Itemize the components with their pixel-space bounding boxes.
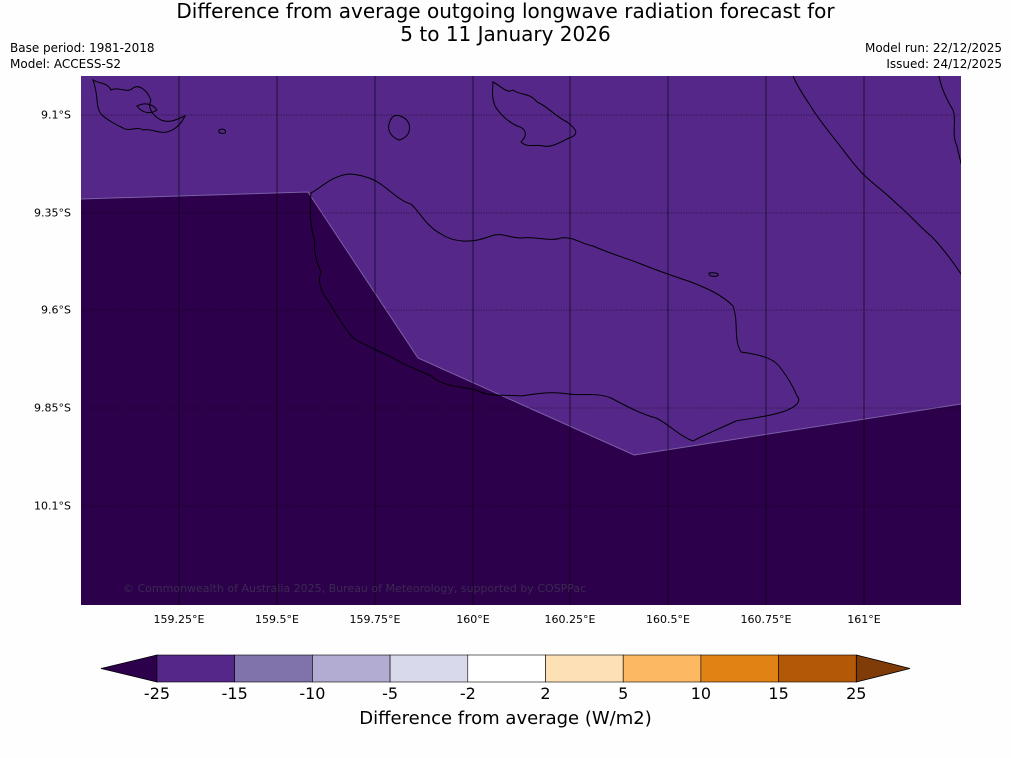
model-run: Model run: 22/12/2025 — [864, 41, 1002, 55]
graticule — [81, 76, 961, 605]
lon-label: 160°E — [456, 613, 490, 626]
colorbar — [100, 654, 911, 683]
map-panel: © Commonwealth of Australia 2025, Bureau… — [81, 76, 961, 605]
lon-label: 160.25°E — [544, 613, 596, 626]
lon-label: 159.5°E — [255, 613, 299, 626]
colorbar-tick-label: -10 — [299, 684, 326, 703]
lon-label: 159.75°E — [349, 613, 401, 626]
colorbar-over-triangle — [855, 654, 911, 683]
title-line-2: 5 to 11 January 2026 — [400, 22, 611, 46]
colorbar-tick-label: -25 — [143, 684, 171, 703]
colorbar-bin — [622, 654, 702, 683]
colorbar-tick-label: 5 — [618, 684, 629, 703]
chart-title: Difference from average outgoing longwav… — [0, 0, 1011, 46]
colorbar-tick-label: -15 — [221, 684, 248, 703]
anomaly-region-dark — [81, 192, 961, 605]
lat-label: 9.6°S — [41, 303, 71, 317]
colorbar-tick-label: -5 — [382, 684, 399, 703]
colorbar-tick-label: 25 — [846, 684, 867, 703]
lat-label: 10.1°S — [34, 499, 71, 513]
colorbar-bin — [778, 654, 857, 683]
coastline-island-small — [388, 115, 410, 141]
coastline-malaita-north — [938, 76, 961, 165]
title-line-1: Difference from average outgoing longwav… — [176, 0, 835, 23]
coastline-guadalcanal — [309, 173, 800, 442]
colorbar-title: Difference from average (W/m2) — [359, 708, 652, 729]
region-boundary — [81, 191, 961, 456]
coastline-islet-west — [218, 128, 226, 134]
colorbar-tick-label: 10 — [690, 684, 712, 703]
colorbar-tick-label: 15 — [768, 684, 789, 703]
lat-label: 9.35°S — [34, 206, 71, 220]
issued-date: Issued: 24/12/2025 — [886, 57, 1002, 71]
colorbar-bin — [312, 654, 391, 683]
colorbar-bin — [467, 654, 546, 683]
colorbar-bin — [389, 654, 469, 683]
colorbar-bin — [545, 654, 624, 683]
coastline-malaita-tip — [492, 81, 577, 147]
lon-label: 160.5°E — [646, 613, 690, 626]
colorbar-bin — [156, 654, 235, 683]
coastlines — [91, 76, 961, 442]
colorbar-tick-label: 2 — [540, 684, 551, 703]
colorbar-tick-label: -2 — [459, 684, 476, 703]
lon-label: 160.75°E — [740, 613, 792, 626]
colorbar-bin — [234, 654, 313, 683]
meta-right: Model run: 22/12/2025 Issued: 24/12/2025 — [865, 40, 1002, 72]
lon-label: 159.25°E — [153, 613, 205, 626]
lon-label: 161°E — [847, 613, 881, 626]
coastline-florida-islands — [91, 78, 186, 133]
lat-label: 9.1°S — [41, 108, 71, 122]
colorbar-under-triangle — [100, 654, 158, 683]
coastline-malaita-west — [792, 76, 961, 275]
coastline-islet-east — [708, 272, 719, 277]
colorbar-bin — [700, 654, 779, 683]
copyright-notice: © Commonwealth of Australia 2025, Bureau… — [123, 582, 586, 595]
meta-left: Base period: 1981-2018 Model: ACCESS-S2 — [10, 40, 155, 72]
lat-label: 9.85°S — [34, 401, 71, 415]
model-name: Model: ACCESS-S2 — [10, 57, 122, 71]
base-period: Base period: 1981-2018 — [10, 41, 155, 55]
coastline-florida-inner — [136, 103, 158, 114]
